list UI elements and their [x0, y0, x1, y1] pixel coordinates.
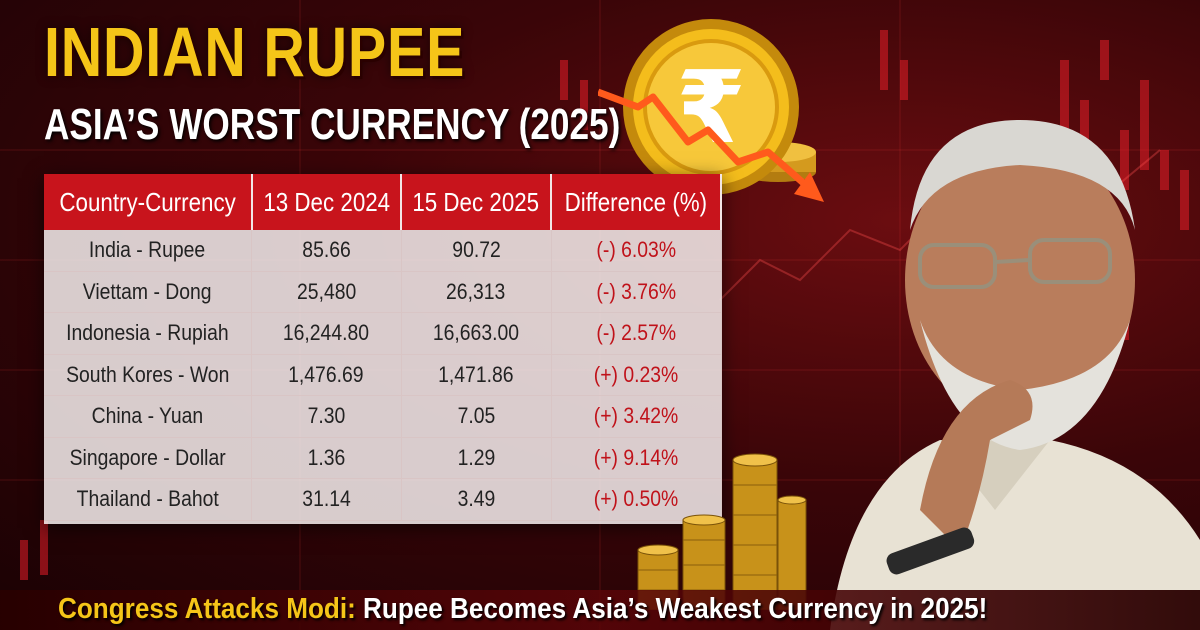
- page-title: INDIAN RUPEE: [44, 13, 466, 91]
- column-header: 13 Dec 2024: [251, 174, 403, 230]
- country-cell: Indonesia - Rupiah: [44, 312, 253, 355]
- value-2025-cell: 90.72: [401, 230, 552, 272]
- headline-bar: [0, 590, 1200, 630]
- country-cell: South Kores - Won: [44, 354, 253, 396]
- page-subtitle: ASIA’S WORST CURRENCY (2025): [44, 100, 621, 149]
- value-2024-cell: 85.66: [251, 230, 402, 272]
- difference-cell: (+) 0.50%: [551, 478, 722, 521]
- table-row: Indonesia - Rupiah 16,244.80 16,663.00 (…: [44, 312, 722, 355]
- country-cell: China - Yuan: [44, 395, 253, 438]
- value-2024-cell: 16,244.80: [251, 312, 402, 355]
- difference-cell: (-) 2.57%: [551, 312, 722, 355]
- headline: Congress Attacks Modi: Rupee Becomes Asi…: [58, 593, 987, 626]
- difference-cell: (-) 3.76%: [551, 271, 722, 313]
- svg-text:₹: ₹: [676, 49, 746, 166]
- rupee-coin-icon: ₹: [598, 19, 824, 202]
- country-cell: Viettam - Dong: [44, 271, 253, 313]
- value-2024-cell: 1.36: [251, 437, 402, 479]
- value-2024-cell: 1,476.69: [251, 354, 402, 396]
- value-2024-cell: 31.14: [251, 478, 402, 521]
- value-2025-cell: 26,313: [401, 271, 552, 313]
- table-row: South Kores - Won 1,476.69 1,471.86 (+) …: [44, 354, 722, 396]
- table-row: China - Yuan 7.30 7.05 (+) 3.42%: [44, 395, 722, 438]
- column-header: Difference (%): [551, 174, 722, 230]
- person-photo: [830, 120, 1200, 630]
- table-row: Viettam - Dong 25,480 26,313 (-) 3.76%: [44, 271, 722, 313]
- value-2024-cell: 25,480: [251, 271, 402, 313]
- column-header: 15 Dec 2025: [401, 174, 553, 230]
- table-row: India - Rupee 85.66 90.72 (-) 6.03%: [44, 230, 722, 272]
- table-header-row: Country-Currency 13 Dec 2024 15 Dec 2025…: [44, 174, 722, 230]
- country-cell: Thailand - Bahot: [44, 478, 253, 521]
- difference-cell: (+) 0.23%: [551, 354, 722, 396]
- headline-text: Rupee Becomes Asia’s Weakest Currency in…: [355, 593, 988, 625]
- column-header: Country-Currency: [44, 174, 253, 230]
- down-trend-arrow-icon: [598, 88, 811, 190]
- gold-coin-stack: [637, 453, 807, 610]
- headline-prefix: Congress Attacks Modi:: [58, 593, 356, 625]
- difference-cell: (+) 3.42%: [551, 395, 722, 438]
- currency-comparison-table: Country-Currency 13 Dec 2024 15 Dec 2025…: [44, 174, 722, 524]
- difference-cell: (-) 6.03%: [551, 230, 722, 272]
- country-cell: Singapore - Dollar: [44, 437, 253, 479]
- value-2025-cell: 1,471.86: [401, 354, 552, 396]
- value-2025-cell: 3.49: [401, 478, 552, 521]
- table-row: Thailand - Bahot 31.14 3.49 (+) 0.50%: [44, 478, 722, 521]
- value-2025-cell: 16,663.00: [401, 312, 552, 355]
- value-2025-cell: 1.29: [401, 437, 552, 479]
- country-cell: India - Rupee: [44, 230, 253, 272]
- value-2024-cell: 7.30: [251, 395, 402, 438]
- value-2025-cell: 7.05: [401, 395, 552, 438]
- table-row: Singapore - Dollar 1.36 1.29 (+) 9.14%: [44, 437, 722, 479]
- difference-cell: (+) 9.14%: [551, 437, 722, 479]
